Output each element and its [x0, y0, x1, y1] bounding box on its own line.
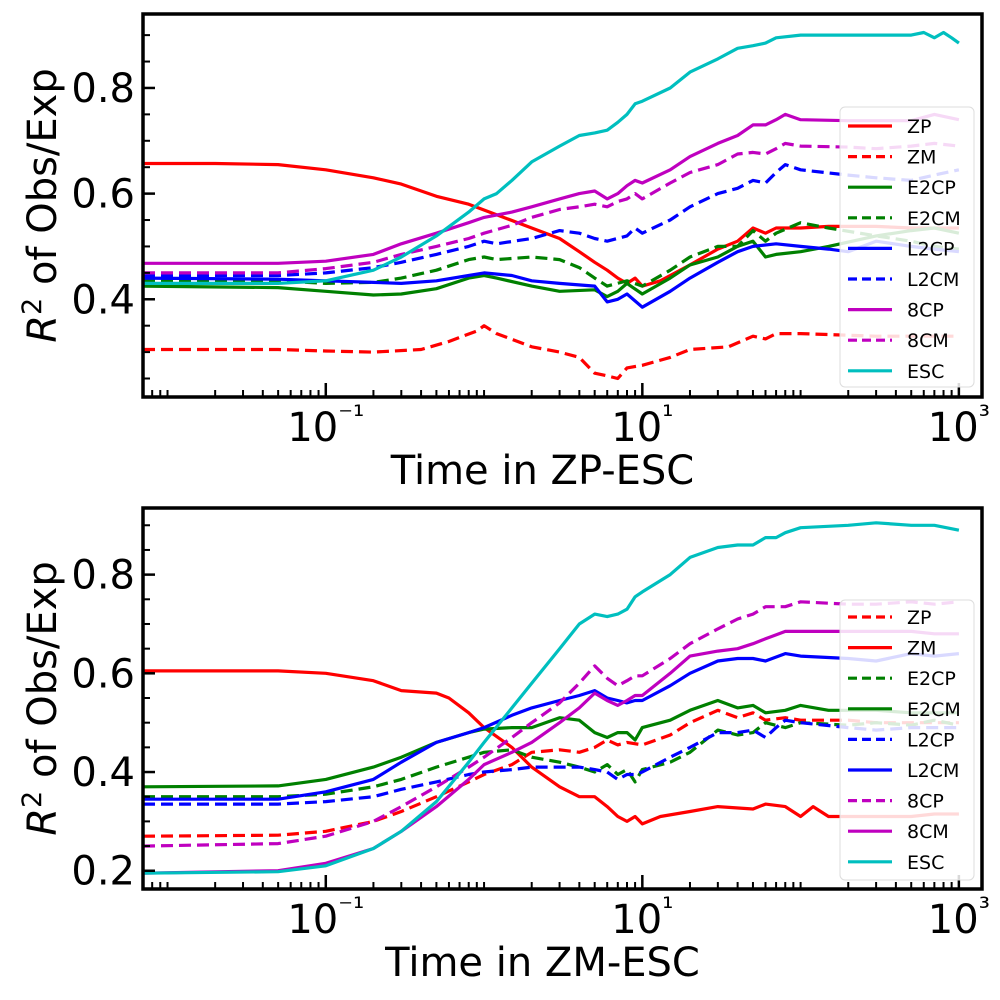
y-tick-label: 0.4 [71, 277, 135, 323]
x-tick-label: 10³ [928, 399, 990, 451]
legend-label: E2CP [907, 668, 956, 690]
y-tick-label: 0.2 [71, 849, 135, 895]
y-tick-label: 0.4 [71, 750, 135, 796]
y-tick-label: 0.8 [71, 66, 135, 112]
legend-label: 8CM [907, 330, 949, 352]
series-line-e2cm [143, 698, 959, 789]
series-line-zm [143, 324, 959, 381]
series-line-esc [143, 30, 960, 285]
y-tick-label: 0.6 [71, 172, 135, 218]
legend-label: L2CM [907, 760, 959, 782]
legend-label: 8CM [907, 821, 949, 843]
legend-label: 8CP [907, 791, 944, 813]
series-line-8cm [143, 629, 959, 875]
axes-frame [141, 12, 984, 399]
series-line-e2cp [143, 718, 960, 799]
series-line-zp [143, 161, 959, 288]
series-line-8cp [143, 600, 960, 848]
legend-label: 8CP [907, 300, 944, 322]
legend: ZP ZM E2CP E2CM L2CP L2CM 8CP 8CM ESC [839, 106, 975, 388]
legend-box [839, 599, 975, 881]
y-tick-label: 0.8 [71, 553, 135, 599]
legend-label: L2CP [907, 729, 954, 751]
legend-label: E2CM [907, 699, 961, 721]
plot-area [143, 521, 960, 875]
legend-label: ZM [907, 147, 936, 169]
series-line-l2cm [143, 163, 960, 278]
series-line-esc [143, 521, 960, 875]
series-line-e2cp [143, 226, 960, 299]
y-axis-label: R2 of Obs/Exp [17, 561, 66, 836]
chart-panel-2: 0.2 0.4 0.6 0.8 10⁻¹ 10¹ 10³ Time in ZM-ESC R2 o… [17, 506, 990, 986]
legend-label: ESC [907, 852, 944, 874]
legend-label: E2CP [907, 177, 956, 199]
x-axis-label: Time in ZM-ESC [384, 940, 700, 986]
x-tick-label: 10¹ [611, 891, 673, 943]
series-line-zp [143, 708, 959, 838]
legend-label: L2CP [907, 238, 954, 260]
legend-label: ZP [907, 607, 931, 629]
x-tick-label: 10³ [928, 891, 990, 943]
x-tick-label: 10⁻¹ [287, 891, 364, 943]
legend-label: ZM [907, 638, 936, 660]
legend-label: L2CM [907, 269, 959, 291]
legend: ZP ZM E2CP E2CM L2CP L2CM 8CP 8CM ESC [839, 599, 975, 881]
series-line-8cp [143, 112, 960, 265]
axes-frame [141, 506, 984, 891]
legend-label: E2CM [907, 208, 961, 230]
series-line-l2cm [143, 652, 960, 801]
y-axis-label: R2 of Obs/Exp [17, 68, 66, 343]
y-tick-label: 0.6 [71, 651, 135, 697]
series-line-e2cm [143, 221, 960, 288]
series-line-l2cp [143, 239, 960, 309]
chart-panel-1: 0.4 0.6 0.8 10⁻¹ 10¹ 10³ Time in ZP-ESC R2 of O… [17, 12, 990, 494]
x-tick-label: 10¹ [611, 399, 673, 451]
series-line-zm [143, 669, 959, 826]
x-axis-label: Time in ZP-ESC [390, 448, 694, 494]
legend-box [839, 106, 975, 388]
legend-label: ZP [907, 116, 931, 138]
legend-label: ESC [907, 361, 944, 383]
plot-area [143, 30, 960, 381]
series-line-l2cp [143, 718, 959, 806]
x-tick-label: 10⁻¹ [287, 399, 364, 451]
